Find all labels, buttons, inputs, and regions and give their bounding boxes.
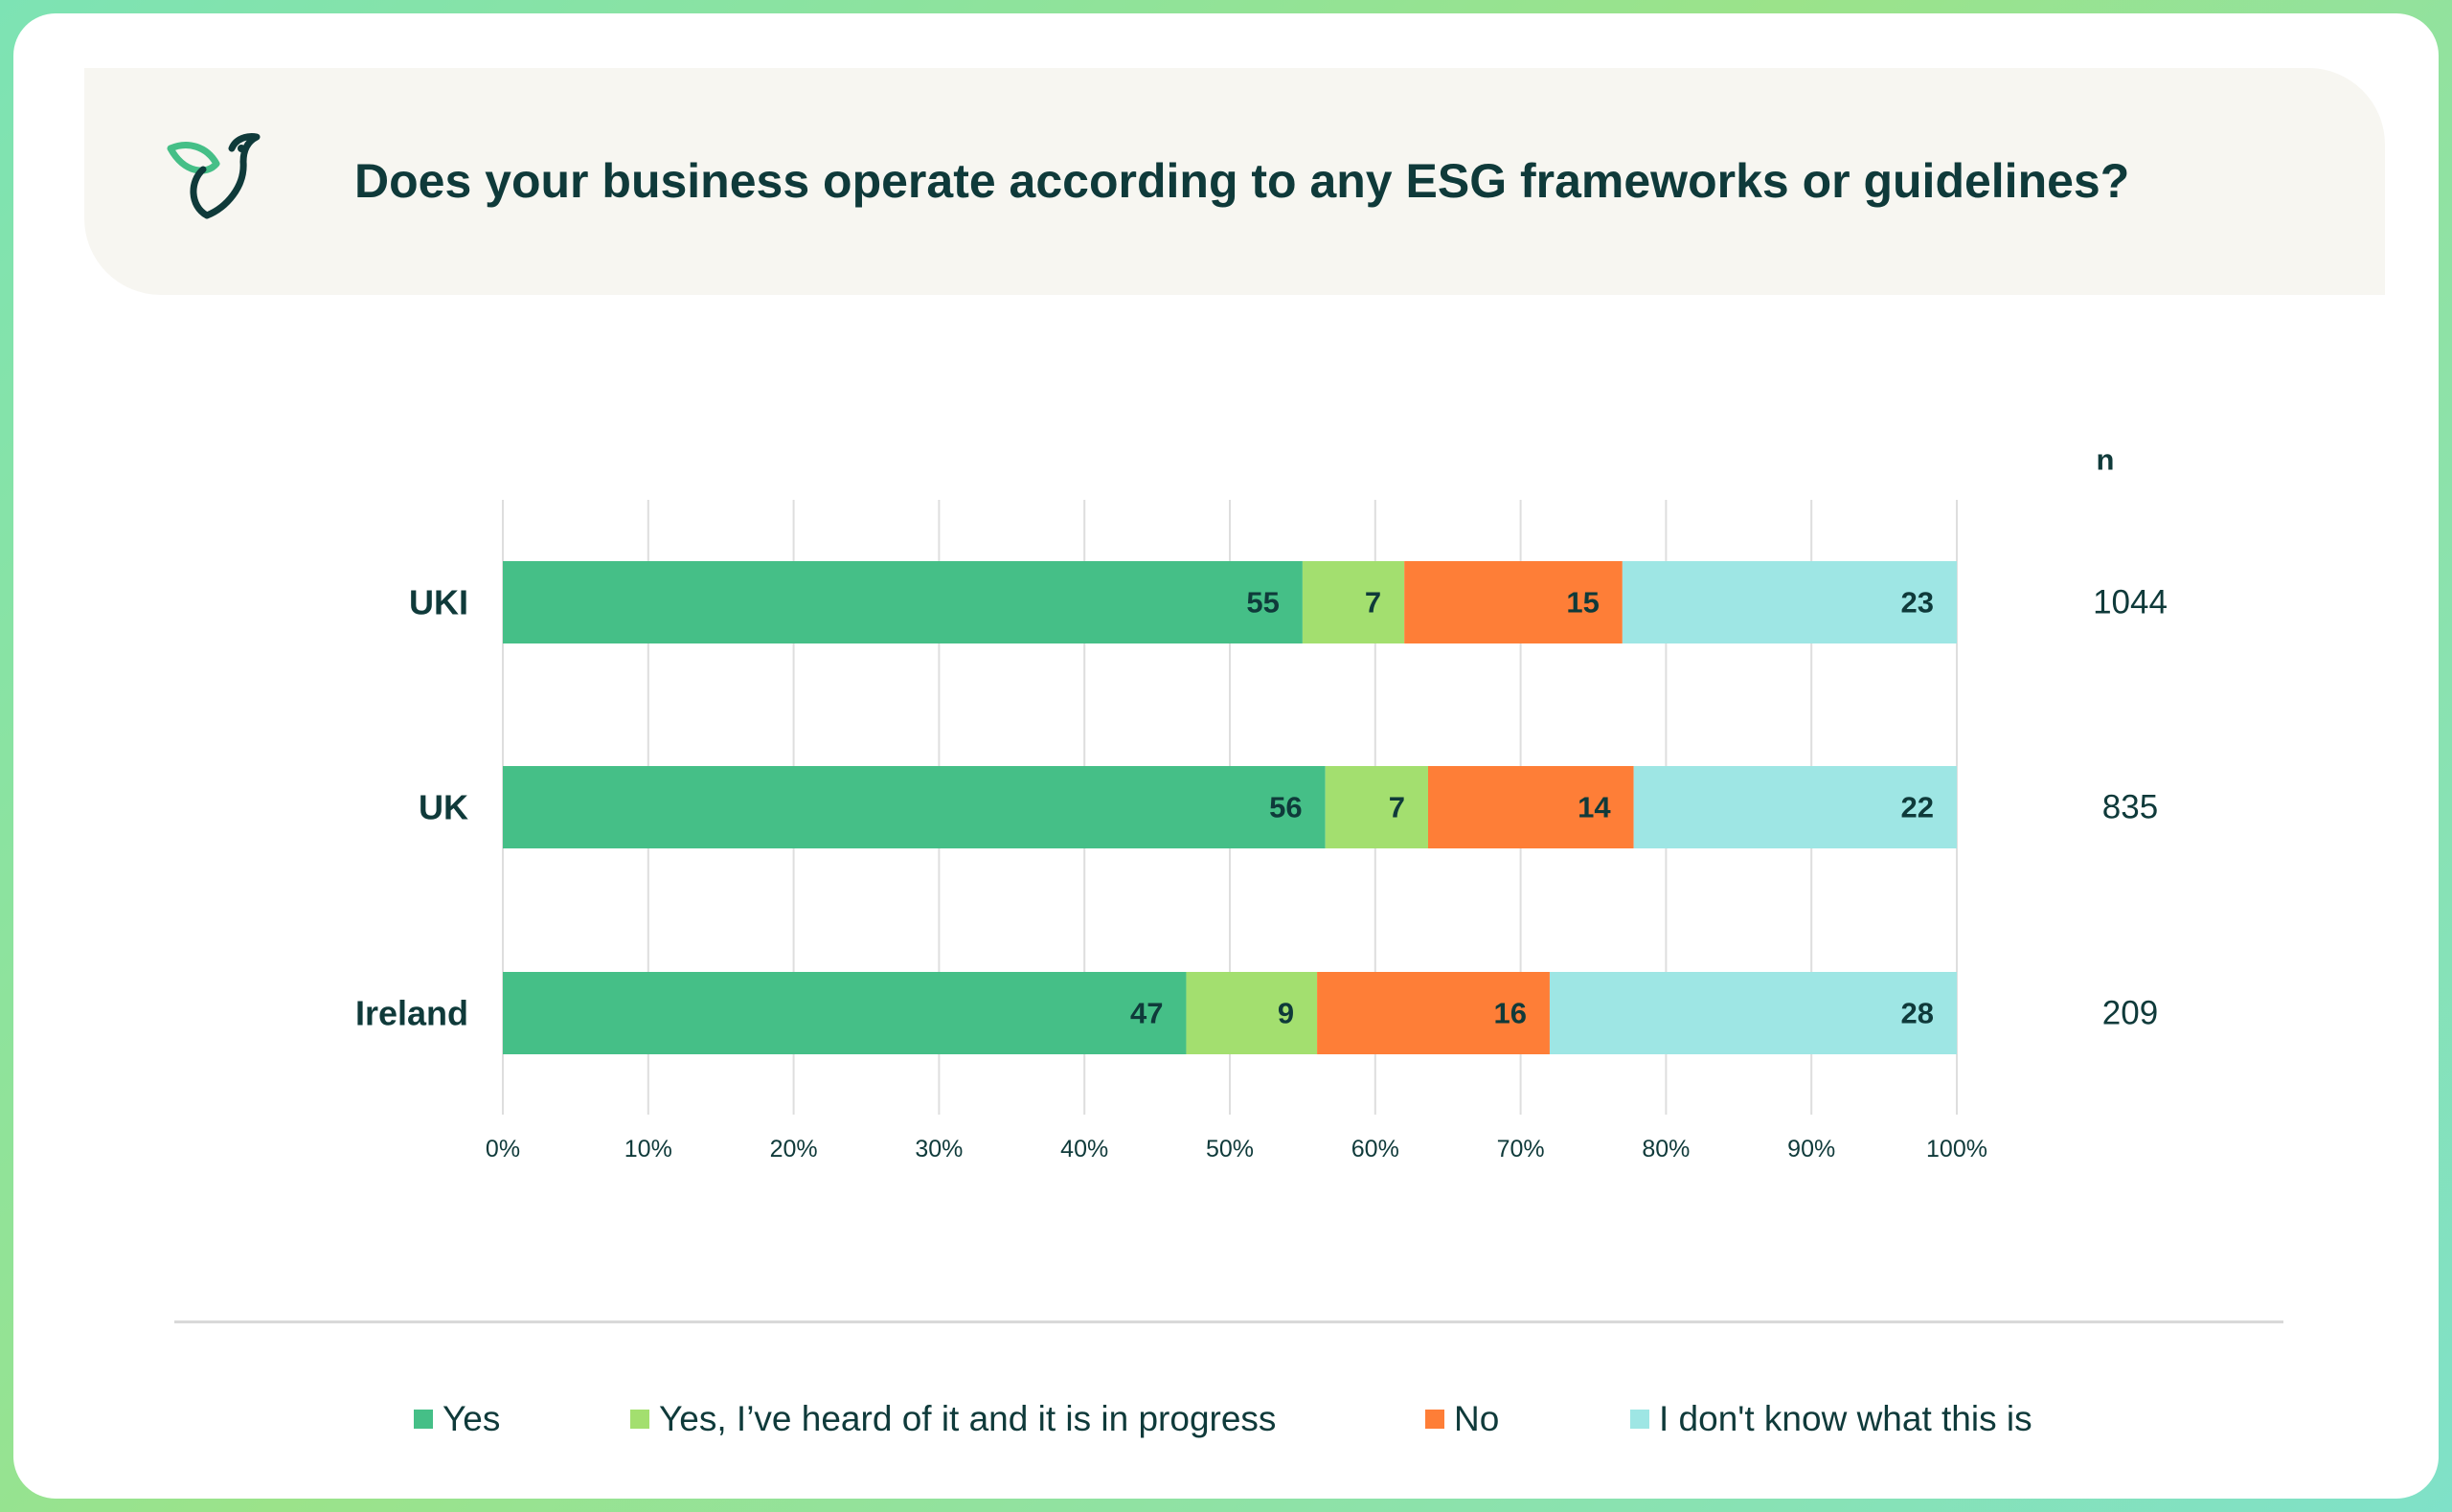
data-label: 55 bbox=[1246, 586, 1279, 620]
data-label: 16 bbox=[1493, 997, 1526, 1030]
data-label: 14 bbox=[1578, 791, 1611, 824]
legend-item: No bbox=[1425, 1390, 1499, 1448]
legend-item: I don't know what this is bbox=[1630, 1390, 2032, 1448]
data-label: 7 bbox=[1365, 586, 1381, 620]
chart-title: Does your business operate according to … bbox=[354, 154, 2130, 208]
bird-logo-icon bbox=[167, 133, 261, 219]
x-tick-label: 80% bbox=[1642, 1136, 1690, 1162]
bar-segment bbox=[1404, 561, 1623, 643]
data-label: 9 bbox=[1278, 997, 1294, 1030]
bar-segment bbox=[503, 972, 1187, 1054]
category-label: UKI bbox=[409, 583, 468, 622]
legend: Yes Yes, I’ve heard of it and it is in pr… bbox=[13, 1390, 2439, 1448]
bar-segment bbox=[1302, 561, 1405, 643]
legend-swatch bbox=[1630, 1410, 1649, 1429]
category-label: Ireland bbox=[355, 994, 468, 1033]
bar-segment bbox=[1428, 766, 1634, 848]
header-panel: Does your business operate according to … bbox=[84, 68, 2385, 295]
legend-item: Yes bbox=[414, 1390, 500, 1448]
legend-label: Yes, I’ve heard of it and it is in progr… bbox=[659, 1399, 1277, 1438]
x-tick-label: 60% bbox=[1351, 1136, 1399, 1162]
data-label: 56 bbox=[1269, 791, 1302, 824]
data-label: 23 bbox=[1901, 586, 1934, 620]
x-tick-label: 30% bbox=[915, 1136, 963, 1162]
n-value: 835 bbox=[2102, 789, 2158, 826]
x-tick-label: 50% bbox=[1206, 1136, 1254, 1162]
x-tick-label: 70% bbox=[1497, 1136, 1545, 1162]
legend-swatch bbox=[414, 1410, 433, 1429]
legend-label: I don't know what this is bbox=[1659, 1399, 2032, 1438]
bar-segment bbox=[1633, 766, 1957, 848]
n-value: 209 bbox=[2102, 995, 2158, 1032]
data-label: 28 bbox=[1901, 997, 1934, 1030]
chart-card: Does your business operate according to … bbox=[13, 13, 2439, 1499]
stacked-bar-chart: 0% 10% 20% 30% 40% 50% 60% 70% 80% 90% 100% n UKI 55 7… bbox=[355, 443, 2168, 1163]
bar-segment bbox=[1186, 972, 1318, 1054]
bar-segment bbox=[503, 766, 1326, 848]
data-label: 15 bbox=[1566, 586, 1599, 620]
legend-label: Yes bbox=[443, 1399, 501, 1438]
bar-segment bbox=[1317, 972, 1550, 1054]
x-tick-label: 40% bbox=[1060, 1136, 1108, 1162]
data-label: 22 bbox=[1901, 791, 1934, 824]
legend-swatch bbox=[630, 1410, 649, 1429]
data-label: 47 bbox=[1130, 997, 1163, 1030]
bar-segment bbox=[1549, 972, 1957, 1054]
n-column-header: n bbox=[2097, 443, 2115, 477]
data-label: 7 bbox=[1389, 791, 1405, 824]
category-label: UK bbox=[419, 788, 468, 827]
bar-segment bbox=[503, 561, 1303, 643]
bar-segment bbox=[1325, 766, 1428, 848]
legend-label: No bbox=[1454, 1399, 1500, 1438]
x-tick-label: 10% bbox=[624, 1136, 672, 1162]
x-tick-label: 0% bbox=[486, 1136, 520, 1162]
n-value: 1044 bbox=[2093, 584, 2168, 621]
legend-item: Yes, I’ve heard of it and it is in progr… bbox=[630, 1390, 1276, 1448]
x-tick-label: 100% bbox=[1926, 1136, 1987, 1162]
divider bbox=[174, 1320, 2283, 1323]
x-tick-label: 90% bbox=[1787, 1136, 1835, 1162]
legend-swatch bbox=[1425, 1410, 1444, 1429]
bar-segment bbox=[1622, 561, 1957, 643]
x-tick-label: 20% bbox=[770, 1136, 818, 1162]
